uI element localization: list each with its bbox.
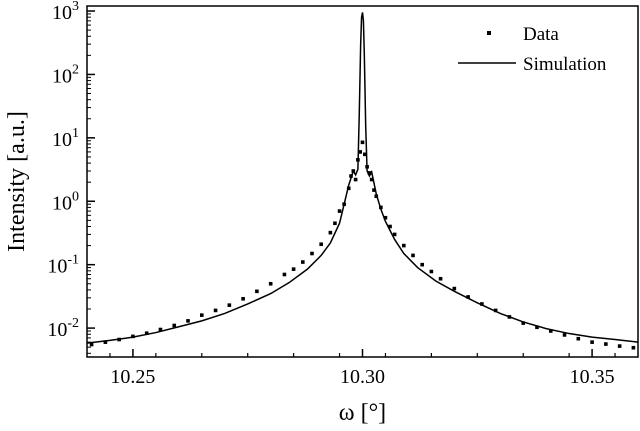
data-point xyxy=(346,186,351,191)
data-point xyxy=(186,319,190,323)
data-point xyxy=(438,276,443,281)
data-point xyxy=(383,215,388,220)
data-point xyxy=(493,308,498,313)
data-point xyxy=(328,230,333,235)
data-point xyxy=(420,262,424,267)
data-point xyxy=(255,289,259,294)
data-point xyxy=(369,177,374,182)
data-point xyxy=(291,267,296,271)
data-point xyxy=(103,340,108,344)
data-point xyxy=(199,313,204,317)
y-axis-label: Intensity [a.u.] xyxy=(4,111,30,252)
data-point xyxy=(480,302,484,306)
legend: Data Simulation xyxy=(458,24,607,75)
data-point xyxy=(301,260,305,264)
data-point xyxy=(367,171,372,175)
simulation-line xyxy=(86,12,639,344)
data-point xyxy=(362,152,367,157)
data-point xyxy=(548,329,553,333)
x-axis: 10.25 10.30 10.35 xyxy=(109,349,616,388)
data-point xyxy=(429,269,434,274)
legend-label-data: Data xyxy=(523,24,559,45)
data-point xyxy=(337,209,342,213)
data-point xyxy=(535,325,539,330)
x-axis-label: ω [°] xyxy=(339,400,386,426)
data-point xyxy=(89,342,94,347)
data-point xyxy=(360,140,365,145)
legend-marker-data xyxy=(487,31,491,35)
data-point xyxy=(241,296,245,301)
data-point xyxy=(411,253,415,258)
data-point xyxy=(617,344,622,348)
y-tick-label: 100 xyxy=(52,189,79,214)
data-point xyxy=(333,221,337,226)
data-point xyxy=(372,188,376,192)
data-point xyxy=(358,150,363,154)
data-point xyxy=(388,224,392,229)
data-point xyxy=(353,177,358,182)
data-point xyxy=(604,342,608,346)
series-layer xyxy=(86,12,639,350)
data-point xyxy=(452,286,457,291)
data-point xyxy=(466,295,470,299)
data-point xyxy=(590,340,594,344)
data-point xyxy=(227,303,232,307)
y-axis: 10-2 10-1 100 101 102 103 xyxy=(47,0,95,354)
y-tick-label: 10-2 xyxy=(47,316,79,341)
data-point xyxy=(158,327,163,332)
x-tick-label: 10.35 xyxy=(570,366,615,388)
data-point xyxy=(631,345,636,350)
data-point xyxy=(402,243,406,248)
data-point xyxy=(562,333,567,337)
y-tick-label: 103 xyxy=(52,0,79,24)
data-point xyxy=(282,272,287,277)
y-tick-label: 102 xyxy=(52,62,79,87)
y-tick-label: 101 xyxy=(52,126,79,151)
data-point xyxy=(521,321,526,325)
data-point xyxy=(310,251,314,256)
x-tick-label: 10.25 xyxy=(110,366,155,388)
data-point xyxy=(268,281,273,286)
data-point xyxy=(172,323,177,328)
y-tick-label: 10-1 xyxy=(47,253,79,278)
data-point xyxy=(144,331,149,336)
data-point xyxy=(392,232,397,237)
data-point xyxy=(319,242,323,247)
data-point xyxy=(213,308,218,313)
data-point xyxy=(576,336,581,341)
legend-label-simulation: Simulation xyxy=(523,54,607,75)
x-tick-label: 10.30 xyxy=(340,366,385,388)
